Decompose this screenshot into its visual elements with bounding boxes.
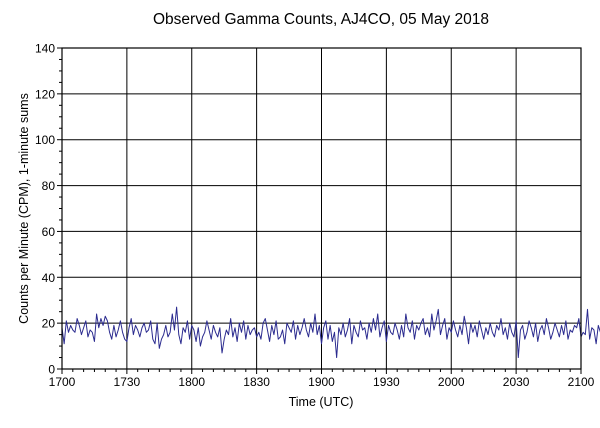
y-tick-label: 20	[42, 317, 56, 331]
chart-title: Observed Gamma Counts, AJ4CO, 05 May 201…	[153, 11, 489, 28]
y-tick-label: 80	[42, 179, 56, 193]
plot-frame	[61, 47, 582, 370]
x-tick-label: 1730	[114, 375, 141, 389]
x-tick-label: 1800	[178, 375, 205, 389]
x-tick-label: 1830	[243, 375, 270, 389]
x-tick-label: 1700	[49, 375, 76, 389]
y-tick-label: 140	[35, 42, 55, 56]
x-axis-label: Time (UTC)	[289, 395, 354, 409]
y-axis: 0 20 40 60 80 100 120 140	[35, 42, 62, 377]
y-axis-label: Counts per Minute (CPM), 1-minute sums	[17, 93, 31, 324]
gridlines	[62, 48, 581, 369]
x-tick-label: 2000	[438, 375, 465, 389]
y-tick-label: 120	[35, 87, 55, 101]
series-line	[61, 306, 600, 359]
x-tick-label: 2030	[503, 375, 530, 389]
x-tick-label: 1900	[308, 375, 335, 389]
y-tick-label: 0	[48, 363, 55, 377]
x-tick-label: 2100	[568, 375, 595, 389]
y-tick-label: 40	[42, 271, 56, 285]
x-tick-label: 1930	[373, 375, 400, 389]
y-tick-label: 60	[42, 225, 56, 239]
y-tick-label: 100	[35, 133, 55, 147]
x-axis: 1700 1730 1800 1830 1900 1930 2000 2030 2100	[49, 369, 595, 389]
